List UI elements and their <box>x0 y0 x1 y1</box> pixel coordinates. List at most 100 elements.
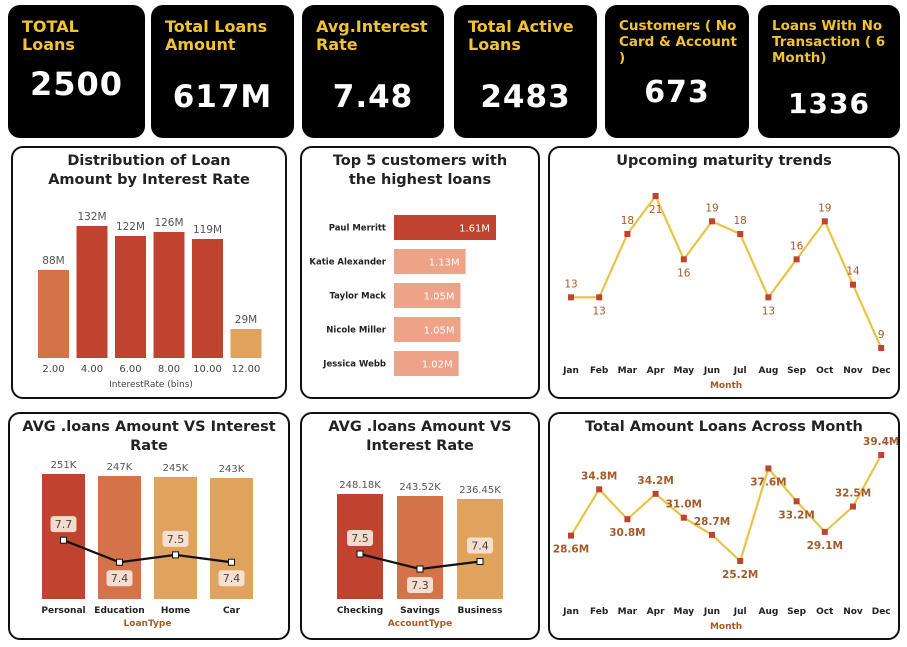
rate-marker <box>172 551 179 559</box>
rate-label-box <box>162 530 189 547</box>
bar <box>394 283 461 308</box>
panel-total-amount-across-month: Total Amount Loans Across Month 28.6M Jan… <box>548 412 900 640</box>
x-tick-label: Mar <box>618 607 638 617</box>
bar-value-label: 132M <box>77 211 106 223</box>
chart-distribution: 88M 2.00 132M 4.00 122M 6.00 126M 8.00 119M 10.00… <box>38 211 262 390</box>
data-point-marker <box>878 345 885 351</box>
kpi-value: 617M <box>172 79 273 115</box>
data-value-label: 28.7M <box>694 516 730 528</box>
bar-value-label: 245K <box>163 463 189 474</box>
chart-top5: Paul Merritt 1.61M Katie Alexander 1.13M Tay… <box>309 215 496 376</box>
x-tick-label: Jan <box>562 607 579 617</box>
x-tick-label: 4.00 <box>81 364 103 375</box>
kpi-card-total-loans-amount: Total Loans Amount 617M <box>151 5 294 138</box>
data-value-label: 31.0M <box>666 499 702 511</box>
chart-maturity: 13 Jan 13 Feb 18 Mar 21 Apr 16 May 19 Jun 18 Jul 13 Aug… <box>562 193 891 391</box>
chart-monthly: 28.6M Jan 34.8M Feb 30.8M Mar 34.2M Apr 31.0M May… <box>553 436 898 632</box>
panel-title: Top 5 customers with the highest loans <box>332 153 508 188</box>
bar-value-label: 1.05M <box>424 326 455 337</box>
x-tick-label: Jun <box>703 366 720 376</box>
bar-value-label: 236.45K <box>459 485 501 496</box>
bar <box>42 474 85 599</box>
rate-value-label: 7.5 <box>351 532 369 545</box>
data-point-marker <box>850 503 856 510</box>
rate-label-box <box>407 577 433 593</box>
kpi-title: Avg.Interest Rate <box>316 17 428 54</box>
data-point-marker <box>596 486 603 493</box>
bar-value-label: 251K <box>51 460 77 471</box>
rate-value-label: 7.4 <box>471 540 489 553</box>
data-point-marker <box>850 281 856 288</box>
data-value-label: 32.5M <box>835 488 871 500</box>
panel-title: AVG .loans Amount VS Interest Rate <box>22 419 276 454</box>
x-axis-title: Month <box>710 622 742 632</box>
bar <box>153 232 185 358</box>
data-point-marker <box>737 231 744 237</box>
rate-marker <box>228 558 235 566</box>
x-tick-label: Aug <box>758 366 778 376</box>
x-tick-label: Sep <box>787 607 807 617</box>
series-line <box>571 193 883 349</box>
x-tick-label: 8.00 <box>158 364 180 375</box>
data-value-label: 25.2M <box>722 569 758 581</box>
data-value-label: 33.2M <box>778 509 814 521</box>
bar-value-label: 1.13M <box>429 258 460 269</box>
x-tick-label: Apr <box>647 607 665 617</box>
bar <box>394 249 466 274</box>
x-tick-label: Nov <box>843 366 863 376</box>
bar-value-label: 88M <box>42 255 64 267</box>
rate-marker <box>416 565 424 573</box>
bar <box>230 329 262 358</box>
x-tick-label: Sep <box>787 366 807 376</box>
data-value-label: 16 <box>677 267 691 279</box>
data-value-label: 13 <box>593 305 606 317</box>
data-point-marker <box>624 516 631 523</box>
x-tick-label: Aug <box>758 607 778 617</box>
bar <box>337 494 383 599</box>
panel-upcoming-maturity-trends: Upcoming maturity trends 13 Jan 13 Feb 18 Mar… <box>548 146 900 399</box>
panel-title: Distribution of Loan Amount by Interest … <box>48 153 250 188</box>
x-tick-label: Feb <box>590 366 609 376</box>
data-point-marker <box>793 256 800 263</box>
x-tick-label: Business <box>458 606 503 616</box>
panel-top5-customers: Top 5 customers with the highest loans P… <box>300 146 540 399</box>
x-axis-title: InterestRate (bins) <box>109 380 193 390</box>
data-value-label: 28.6M <box>553 544 589 556</box>
data-point-marker <box>878 452 885 458</box>
panel-distribution-by-interest-rate: Distribution of Loan Amount by Interest … <box>11 146 287 399</box>
data-point-marker <box>596 294 603 301</box>
data-point-marker <box>793 498 800 505</box>
panel-title: AVG .loans Amount VS Interest Rate <box>328 419 512 454</box>
rate-marker <box>356 550 364 558</box>
data-value-label: 18 <box>621 215 634 227</box>
data-point-marker <box>624 231 631 237</box>
data-value-label: 16 <box>790 240 804 252</box>
bar <box>192 239 223 358</box>
x-tick-label: Mar <box>618 366 638 376</box>
data-value-label: 37.6M <box>750 476 786 488</box>
kpi-value: 673 <box>644 75 710 110</box>
x-tick-label: Car <box>223 606 241 616</box>
kpi-value: 7.48 <box>332 79 414 115</box>
y-category-label: Jessica Webb <box>322 360 386 370</box>
kpi-value: 2500 <box>29 65 124 103</box>
x-tick-label: Oct <box>816 366 834 376</box>
data-point-marker <box>821 218 828 225</box>
x-tick-label: Education <box>94 606 144 616</box>
data-point-marker <box>568 532 574 539</box>
x-tick-label: Checking <box>337 606 383 616</box>
bar-value-label: 243K <box>219 464 245 475</box>
rate-label-box <box>218 570 245 587</box>
data-point-marker <box>568 294 574 301</box>
x-tick-label: Feb <box>590 607 609 617</box>
kpi-card-total-active-loans: Total Active Loans 2483 <box>454 5 597 138</box>
data-point-marker <box>680 256 687 263</box>
kpi-title: TOTAL Loans <box>22 17 79 54</box>
y-category-label: Katie Alexander <box>309 258 386 268</box>
y-category-label: Nicole Miller <box>326 326 387 336</box>
x-axis-title: Month <box>710 381 742 391</box>
rate-label-box <box>347 530 373 546</box>
rate-label-box <box>106 570 133 587</box>
x-tick-label: 10.00 <box>193 364 222 375</box>
kpi-card-loans-no-transaction: Loans With No Transaction ( 6 Month) 133… <box>758 5 900 138</box>
